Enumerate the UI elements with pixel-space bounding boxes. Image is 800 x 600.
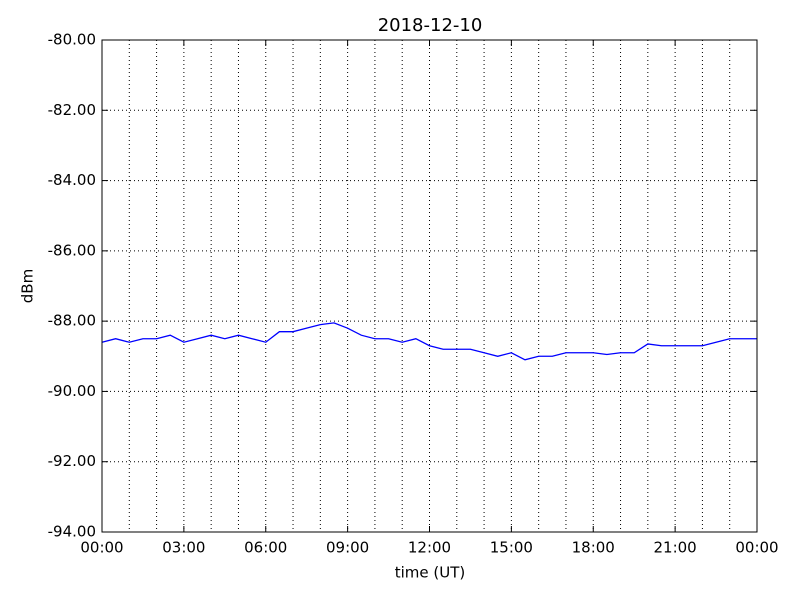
y-tick-label: -80.00 [48,31,96,49]
y-tick-label: -90.00 [48,382,96,400]
chart-title: 2018-12-10 [378,15,483,36]
x-tick-label: 00:00 [735,539,778,557]
x-tick-label: 00:00 [80,539,123,557]
x-tick-label: 09:00 [326,539,369,557]
y-tick-label: -92.00 [48,452,96,470]
y-axis-label: dBm [19,269,37,303]
y-tick-label: -94.00 [48,523,96,541]
x-tick-label: 06:00 [244,539,287,557]
x-tick-label: 18:00 [572,539,615,557]
data-line [101,322,757,361]
x-axis-label: time (UT) [395,564,466,582]
x-tick-label: 15:00 [490,539,533,557]
x-tick-label: 21:00 [654,539,697,557]
x-tick-label: 03:00 [162,539,205,557]
y-tick-label: -84.00 [48,171,96,189]
y-tick-label: -82.00 [48,101,96,119]
y-tick-label: -88.00 [48,312,96,330]
x-tick-label: 12:00 [408,539,451,557]
y-tick-label: -86.00 [48,241,96,259]
plot-frame [101,39,758,533]
